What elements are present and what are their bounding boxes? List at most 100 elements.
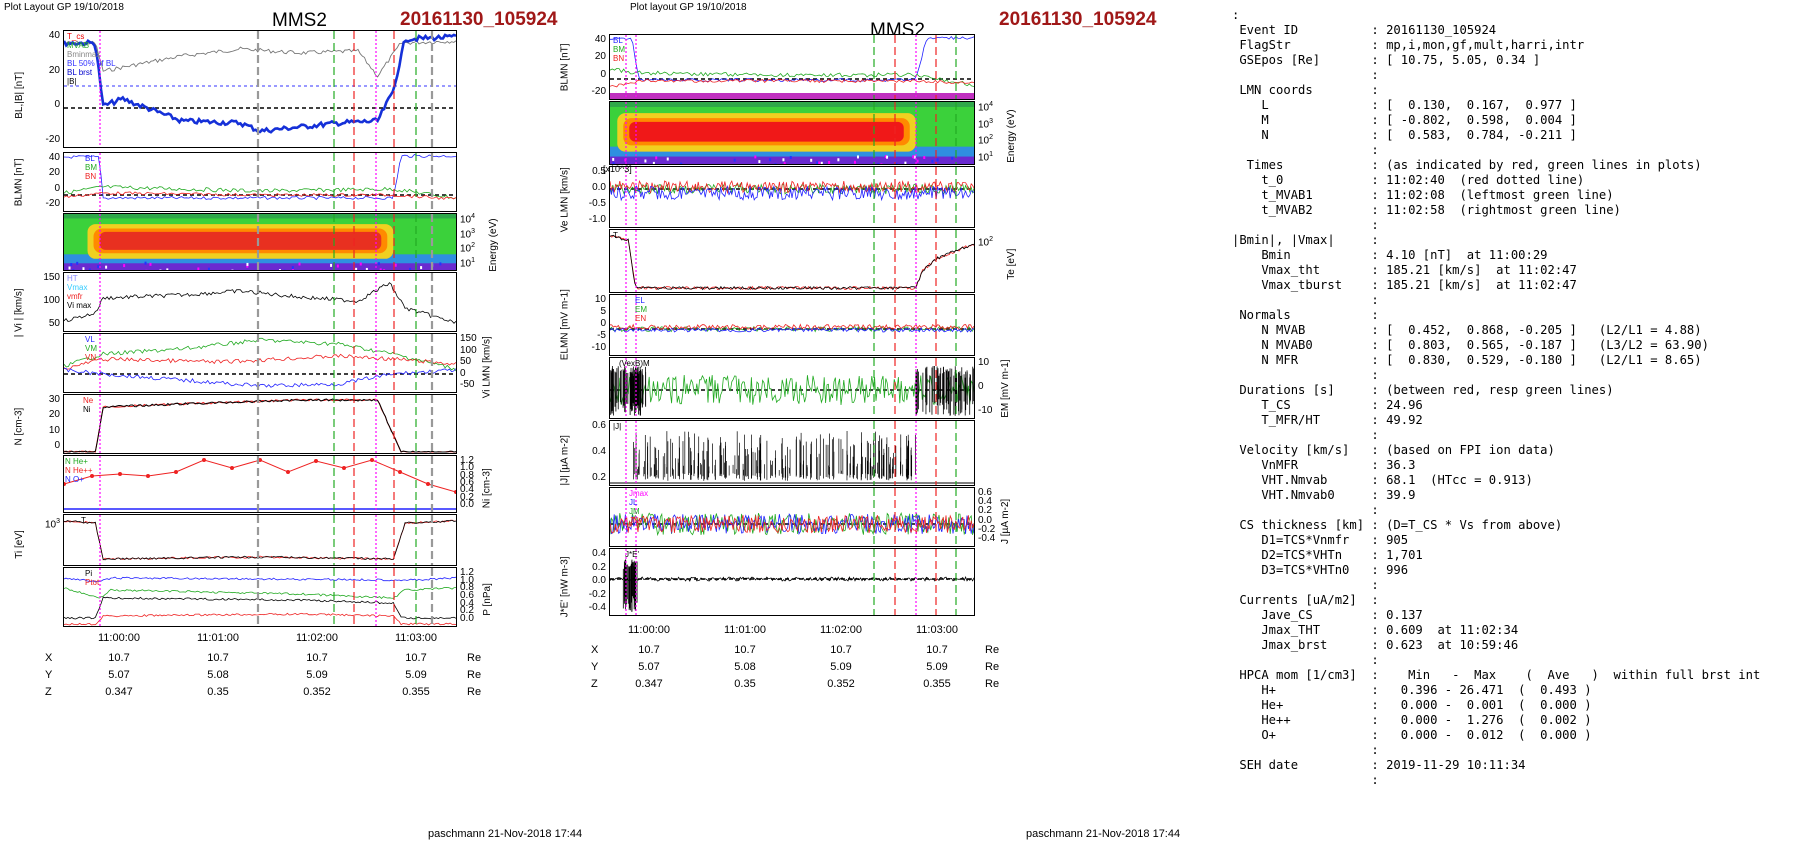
legend-entry: BM [613,45,625,54]
info-line: t_MVAB1 : 11:02:08 (leftmost green line) [1232,188,1614,202]
info-line: Vmax_tht : 185.21 [km/s] at 11:02:47 [1232,263,1577,277]
ytick-label: 40 [594,34,606,45]
legend-entry: T_cs [67,32,85,41]
ytick-label: 1.2 [460,455,474,466]
info-line: : [1232,143,1379,157]
ylabel-espec: Energy (eV) [1005,109,1017,163]
ytick-label: -1.0 [588,214,606,225]
legend-entry: JM [629,507,640,516]
panel-blmn [63,152,457,212]
ytick-label: 0.0 [978,514,992,526]
ephem-value: 10.7 [108,652,130,664]
ytick-label: 150 [43,272,60,283]
ytick-label: 0.0 [592,575,606,586]
legend-entry: EN [635,314,647,323]
legend-entry: |B| [67,77,77,86]
ytick-label: -0.2 [978,523,996,535]
info-line: Bmin : 4.10 [nT] at 11:00:29 [1232,248,1548,262]
ephem-value: 0.347 [105,686,133,698]
info-line: T_CS : 24.96 [1232,398,1423,412]
ephem-value: 0.352 [303,686,331,698]
info-line: GSEpos [Re] : [ 10.75, 5.05, 0.34 ] [1232,53,1541,67]
ytick-label: 10 [978,357,990,368]
legend-blmn: BL BM BN [85,154,97,181]
ephem-row-label: Z [45,686,52,698]
info-line: LMN coords : [1232,83,1379,97]
panel-vi [63,272,457,332]
ytick-label: 103 [460,227,476,240]
info-line: SEH date : 2019-11-29 10:11:34 [1232,758,1526,772]
info-line: t_MVAB2 : 11:02:58 (rightmost green line… [1232,203,1621,217]
legend-entry: N He+ [65,457,88,466]
panel-je-plot [610,549,974,615]
panel-spec-plot [64,214,456,270]
panel-vilmn [63,333,457,393]
ytick-label: 0.4 [592,446,606,457]
info-line: D3=TCS*VHTn0 : 996 [1232,563,1409,577]
legend-entry: Ni [83,405,91,414]
legend-entry: Vmax [67,283,88,292]
legend-entry: Ptot [85,578,100,587]
ytick-label: 0.5 [592,166,606,177]
legend-entry: J*E' [625,550,639,559]
panel-te-plot [610,230,974,292]
panel-vi-plot [64,273,456,331]
panel-p-plot [64,568,456,626]
ytick-label: 40 [48,30,60,41]
mid-footer: paschmann 21-Nov-2018 17:44 [1026,828,1181,840]
legend-entry: N He++ [65,466,93,475]
info-line: Event ID : 20161130_105924 [1232,23,1497,37]
ytick-label: 10 [48,424,60,436]
info-line: : [1232,773,1379,787]
info-line: H+ : 0.396 - 26.471 ( 0.493 ) [1232,683,1592,697]
legend-entry: BN [613,54,625,63]
panel-ni-plot [64,456,456,512]
ephem-value: 5.09 [926,661,948,673]
panel-em-plot [610,358,974,418]
ytick-label: 102 [978,235,994,249]
ytick-label: 50 [460,356,472,367]
ytick-label: 103 [978,117,994,130]
ephem-row-label: Y [591,661,599,673]
info-line: VnMFR : 36.3 [1232,458,1416,472]
ytick-label: 101 [978,151,994,164]
ytick-label: -0.4 [978,533,996,544]
info-line: : [1232,578,1379,592]
ytick-label: 20 [48,64,60,76]
ephem-value: 0.35 [734,678,756,690]
panel-ve [609,166,975,228]
legend-entry: VM [85,344,97,353]
ytick-label: 1.0 [460,574,474,586]
info-line: Jmax_brst : 0.623 at 10:59:46 [1232,638,1519,652]
ephem-row-label: Z [591,678,598,690]
info-line: N MVAB0 : [ 0.803, 0.565, -0.187 ] (L3/L… [1232,338,1709,352]
ephem-value: 5.09 [405,669,427,681]
ytick-label: 102 [978,134,994,147]
ytick-label: -20 [591,86,606,97]
ytick-label: 103 [44,518,60,531]
info-line: Normals : [1232,308,1379,322]
left-footer: paschmann 21-Nov-2018 17:44 [428,828,583,840]
legend-elmn: EL EM EN [635,296,647,323]
ytick-label: 0 [600,68,606,80]
ytick-label: 20 [48,167,60,179]
panel-ti-plot [64,515,456,565]
panel-n-plot [64,395,456,453]
legend-te: T [613,231,618,240]
info-line: : [1232,368,1379,382]
legend-entry: VL [85,335,95,344]
panel-jlmn [609,487,975,547]
ytick-label: 100 [460,344,477,356]
panel-p [63,567,457,627]
ephem-value: 5.08 [207,669,229,681]
ytick-label: 0 [460,367,466,379]
ytick-label: 0.2 [592,472,606,483]
info-line: : [1232,8,1240,22]
ylabel-elmn: ELMN [mV m-1] [559,289,571,361]
info-line: t_0 : 11:02:40 (red dotted line) [1232,173,1585,187]
ylabel-exponent: [x10^3] [603,164,632,174]
legend-p: Pi Ptot [85,569,99,587]
event-info-table: : Event ID : 20161130_105924 FlagStr : m… [1232,8,1760,788]
xtick-label: 11:03:00 [915,624,958,636]
info-line: VHT.Nmvab : 68.1 (HTcc = 0.913) [1232,473,1533,487]
